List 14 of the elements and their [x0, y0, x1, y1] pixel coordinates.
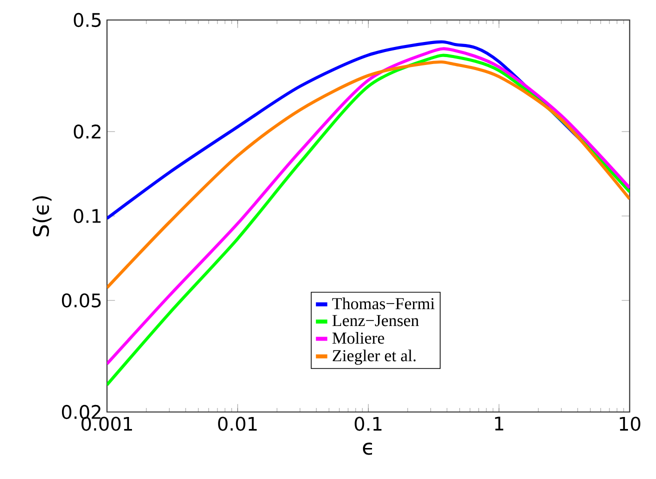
legend-label: Ziegler et al. [332, 350, 416, 365]
legend-label: Moliere [332, 332, 384, 344]
x-tick-label: 0.01 [218, 416, 257, 431]
y-axis-title: S(ϵ) [32, 196, 52, 236]
y-tick-label: 0.05 [62, 293, 101, 308]
x-tick-label: 1 [495, 416, 504, 430]
x-axis-title: ϵ [362, 442, 372, 455]
x-tick-label: 0.1 [354, 416, 382, 431]
y-tick-label: 0.2 [74, 124, 100, 139]
y-tick-label: 0.5 [74, 12, 101, 28]
legend-label: Lenz−Jensen [332, 315, 419, 326]
x-tick-label: 10 [620, 416, 640, 431]
y-tick-label: 0.1 [74, 208, 101, 224]
legend-label: Thomas−Fermi [332, 298, 435, 310]
